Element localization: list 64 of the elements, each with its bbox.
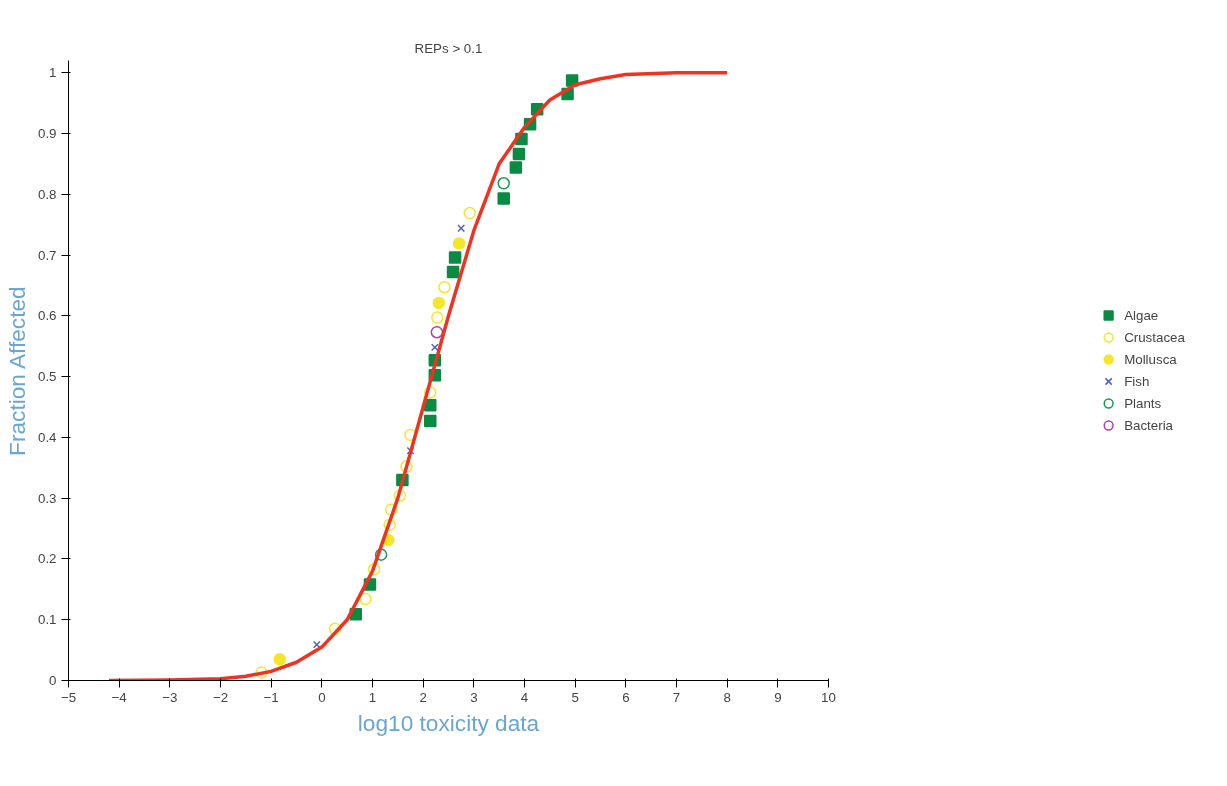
x-tick-label: 1	[368, 689, 377, 705]
y-tick-label: 0.8	[37, 186, 57, 202]
point	[452, 237, 466, 250]
x-tick-label: 5	[571, 689, 579, 705]
legend-label: Bacteria	[1124, 416, 1174, 435]
point	[509, 161, 523, 174]
x-tick-label: 2	[419, 689, 427, 705]
y-tick-label: 0.1	[37, 612, 57, 628]
point	[424, 414, 437, 428]
x-tick-label: 8	[723, 689, 731, 705]
legend-label: Fish	[1124, 372, 1150, 391]
y-tick-label: 1	[49, 65, 57, 81]
point	[463, 206, 477, 220]
point	[273, 652, 287, 666]
point	[430, 343, 439, 352]
point	[448, 251, 462, 264]
y-tick-label: 0.2	[37, 551, 57, 567]
x-tick-label: −2	[212, 689, 229, 705]
point	[497, 177, 510, 190]
point	[431, 311, 444, 324]
x-tick-label: 9	[774, 689, 782, 705]
point	[512, 147, 526, 161]
y-tick-label: 0.4	[37, 429, 58, 445]
point	[424, 386, 437, 399]
y-tick-label: 0.7	[37, 247, 57, 263]
point	[457, 224, 466, 233]
point	[385, 503, 398, 516]
x-tick-label: −4	[111, 689, 128, 705]
point	[406, 446, 415, 455]
x-tick-label: 10	[821, 689, 836, 705]
x-tick-label: −1	[263, 689, 279, 705]
point	[400, 460, 413, 473]
x-tick-label: 4	[520, 689, 529, 705]
y-tick-label: 0	[49, 673, 57, 688]
point	[438, 280, 451, 294]
point	[430, 325, 444, 339]
point	[328, 622, 342, 636]
point	[497, 192, 510, 205]
legend-label: Plants	[1124, 394, 1162, 413]
x-tick-label: 3	[470, 689, 478, 705]
point	[393, 489, 407, 502]
x-axis-title: log10 toxicity data	[357, 709, 540, 736]
x-tick-label: −3	[162, 689, 178, 705]
point	[446, 265, 460, 279]
x-tick-label: 6	[622, 689, 630, 705]
y-tick-label: 0.9	[37, 125, 57, 141]
line-series	[107, 70, 729, 681]
y-axis-title: Fraction Affected	[3, 286, 30, 456]
legend-label: Crustacea	[1124, 328, 1185, 347]
point	[367, 563, 381, 576]
x-tick-label: 7	[672, 689, 681, 705]
point	[383, 518, 396, 532]
chart-title: REPs > 0.1	[414, 40, 483, 56]
point	[255, 666, 268, 679]
point	[432, 296, 446, 310]
y-tick-label: 0.6	[37, 308, 57, 324]
legend-label: Algae	[1124, 306, 1159, 325]
legend-label: Mollusca	[1124, 350, 1177, 369]
x-tick-label: −5	[60, 689, 77, 705]
x-tick-label: 0	[318, 689, 326, 705]
point	[359, 592, 372, 606]
point	[374, 548, 388, 561]
y-tick-label: 0.5	[37, 369, 57, 385]
y-tick-label: 0.3	[37, 490, 57, 506]
